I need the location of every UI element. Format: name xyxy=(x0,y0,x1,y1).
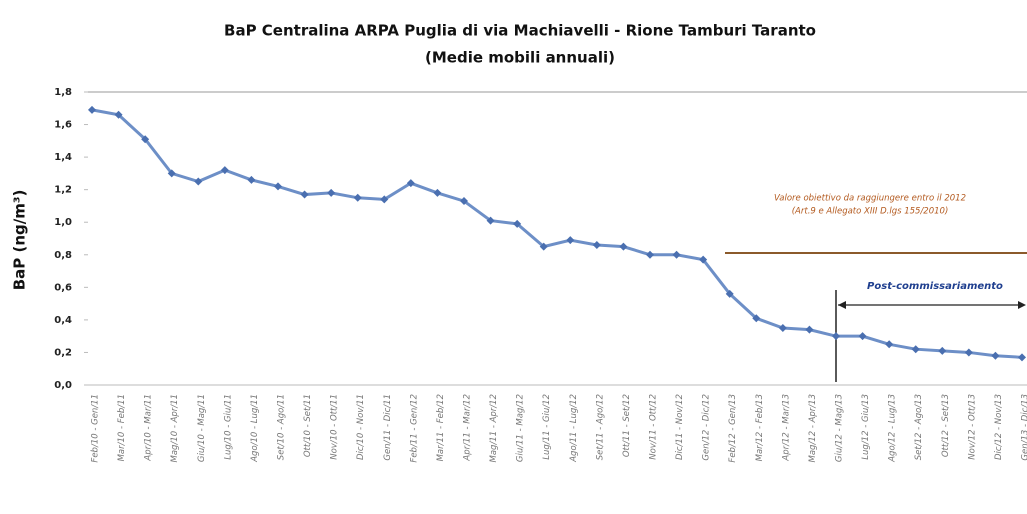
x-tick-label: Mag/12 - Apr/13 xyxy=(808,394,818,462)
y-tick-label: 1,2 xyxy=(54,185,72,196)
data-point xyxy=(1018,353,1026,362)
data-point xyxy=(646,250,654,259)
data-point xyxy=(752,314,761,323)
x-tick-label: Mar/10 - Feb/11 xyxy=(117,394,127,461)
data-point xyxy=(725,289,734,298)
data-point xyxy=(300,190,309,199)
data-point xyxy=(885,340,894,349)
y-tick-label: 1,8 xyxy=(54,87,72,98)
x-tick-label: Lug/11 - Giu/12 xyxy=(542,394,552,460)
x-tick-label: Mag/10 - Apr/11 xyxy=(170,394,180,462)
data-point xyxy=(911,345,920,354)
data-point xyxy=(460,197,468,206)
data-point xyxy=(991,351,1000,360)
x-tick-label: Giu/10 - Mag/11 xyxy=(197,394,207,462)
data-point xyxy=(327,188,336,197)
data-point xyxy=(592,241,601,250)
x-tick-label: Nov/10 - Ott/11 xyxy=(330,394,340,460)
x-tick-label: Set/10 - Ago/11 xyxy=(277,394,287,460)
x-tick-label: Nov/12 - Ott/13 xyxy=(967,394,977,460)
data-point xyxy=(167,169,176,178)
x-tick-label: Nov/11 - Ott/12 xyxy=(649,394,659,460)
data-point xyxy=(778,324,787,333)
x-tick-label: Ott/10 - Set/11 xyxy=(303,394,313,457)
x-tick-label: Ago/11 - Lug/12 xyxy=(569,394,579,463)
x-tick-label: Feb/11 - Gen/12 xyxy=(409,394,419,463)
x-tick-label: Feb/12 - Gen/13 xyxy=(728,394,738,463)
target-note: Valore obiettivo da raggiungere entro il… xyxy=(774,194,966,204)
data-line xyxy=(91,108,1023,359)
data-point xyxy=(964,348,973,357)
y-tick-label: 1,0 xyxy=(54,217,72,228)
data-point xyxy=(619,242,628,251)
x-tick-label: Dic/10 - Nov/11 xyxy=(356,394,366,460)
x-tick-label: Dic/12 - Nov/13 xyxy=(994,394,1004,460)
x-tick-label: Lug/12 - Giu/13 xyxy=(861,394,871,460)
data-point xyxy=(114,110,123,119)
y-tick-label: 0,2 xyxy=(54,347,72,358)
post-label: Post-commissariamento xyxy=(867,281,1003,292)
data-point xyxy=(672,250,681,259)
x-tick-label: Ott/12 - Set/13 xyxy=(941,394,951,457)
x-tick-label: Ago/12 - Lug/13 xyxy=(888,394,898,463)
data-point xyxy=(353,193,362,202)
x-tick-label: Ago/10 - Lug/11 xyxy=(250,394,260,463)
x-tick-label: Gen/12 - Dic/12 xyxy=(702,394,712,461)
data-point xyxy=(88,105,96,114)
y-tick-label: 1,4 xyxy=(54,152,72,163)
data-point xyxy=(938,346,947,355)
y-tick-label: 0,0 xyxy=(54,380,72,391)
chart-subtitle: (Medie mobili annuali) xyxy=(425,49,615,67)
data-point xyxy=(858,332,867,341)
target-note: (Art.9 e Allegato XIII D.lgs 155/2010) xyxy=(792,207,949,217)
x-tick-label: Apr/11 - Mar/12 xyxy=(463,394,473,462)
arrow-head xyxy=(838,301,846,309)
data-point xyxy=(805,325,814,334)
x-tick-label: Dic/11 - Nov/12 xyxy=(675,394,685,460)
x-tick-label: Set/11 - Ago/12 xyxy=(595,394,605,460)
x-tick-label: Ott/11 - Set/12 xyxy=(622,394,632,457)
data-point xyxy=(141,135,150,144)
data-point xyxy=(247,175,256,184)
data-point xyxy=(539,242,548,251)
data-point xyxy=(194,177,203,186)
x-tick-label: Lug/10 - Giu/11 xyxy=(223,394,233,460)
data-point xyxy=(486,216,495,225)
chart-title: BaP Centralina ARPA Puglia di via Machia… xyxy=(224,22,816,40)
x-tick-label: Apr/12 - Mar/13 xyxy=(781,394,791,462)
data-point xyxy=(220,166,229,175)
x-tick-label: Mag/11 - Apr/12 xyxy=(489,394,499,462)
y-tick-label: 1,6 xyxy=(54,120,72,131)
y-axis-label: BaP (ng/m³) xyxy=(11,190,29,291)
x-tick-label: Feb/10 - Gen/11 xyxy=(91,394,101,463)
x-tick-label: Gen/13 - Dic/13 xyxy=(1021,394,1027,461)
data-point xyxy=(513,219,522,228)
x-tick-label: Giu/11 - Mag/12 xyxy=(516,394,526,462)
data-point xyxy=(380,195,389,204)
data-point xyxy=(566,236,575,245)
x-tick-label: Gen/11 - Dic/11 xyxy=(383,394,393,461)
x-tick-label: Apr/10 - Mar/11 xyxy=(144,394,154,462)
data-point xyxy=(406,179,415,188)
data-point xyxy=(433,188,442,197)
arrow-head xyxy=(1018,301,1026,309)
y-tick-label: 0,4 xyxy=(54,315,72,326)
data-point xyxy=(274,182,282,191)
y-tick-label: 0,8 xyxy=(54,250,72,261)
x-tick-label: Mar/11 - Feb/12 xyxy=(436,394,446,461)
x-tick-label: Set/12 - Ago/13 xyxy=(914,394,924,460)
data-point xyxy=(832,332,840,341)
x-tick-label: Giu/12 - Mag/13 xyxy=(835,394,845,462)
y-tick-label: 0,6 xyxy=(54,282,72,293)
x-tick-label: Mar/12 - Feb/13 xyxy=(755,394,765,461)
data-point xyxy=(699,255,708,264)
